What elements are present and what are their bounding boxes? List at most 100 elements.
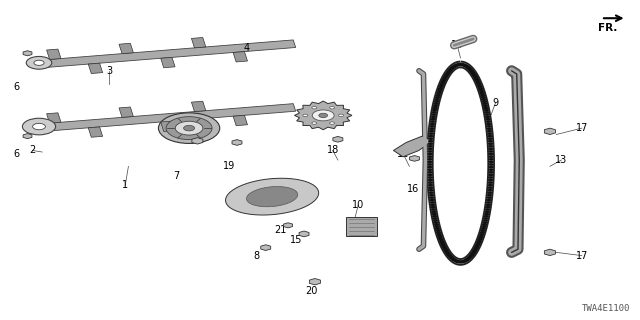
Circle shape bbox=[449, 257, 454, 259]
Circle shape bbox=[26, 56, 52, 69]
Circle shape bbox=[488, 161, 493, 163]
Circle shape bbox=[429, 130, 434, 132]
Circle shape bbox=[481, 228, 486, 230]
Circle shape bbox=[428, 174, 433, 176]
Circle shape bbox=[431, 213, 436, 215]
Circle shape bbox=[428, 145, 433, 148]
Circle shape bbox=[486, 204, 491, 206]
Circle shape bbox=[486, 123, 491, 125]
Circle shape bbox=[437, 235, 442, 237]
Circle shape bbox=[428, 176, 433, 179]
Circle shape bbox=[473, 249, 478, 251]
Circle shape bbox=[482, 100, 487, 103]
Text: 12: 12 bbox=[397, 148, 409, 159]
Circle shape bbox=[433, 221, 438, 224]
Circle shape bbox=[452, 259, 458, 261]
Circle shape bbox=[474, 246, 479, 248]
Circle shape bbox=[453, 64, 458, 67]
Circle shape bbox=[474, 76, 479, 79]
Circle shape bbox=[436, 94, 441, 97]
Polygon shape bbox=[246, 187, 298, 207]
Circle shape bbox=[472, 250, 477, 252]
Circle shape bbox=[439, 240, 444, 243]
Circle shape bbox=[438, 238, 444, 241]
Polygon shape bbox=[47, 49, 61, 60]
Circle shape bbox=[442, 247, 447, 250]
Circle shape bbox=[429, 132, 434, 135]
Circle shape bbox=[439, 84, 444, 86]
Text: 21: 21 bbox=[274, 225, 287, 235]
Circle shape bbox=[441, 244, 446, 247]
Circle shape bbox=[428, 179, 433, 181]
Circle shape bbox=[476, 81, 481, 84]
Circle shape bbox=[479, 89, 484, 92]
Circle shape bbox=[428, 148, 433, 150]
Circle shape bbox=[486, 120, 491, 123]
Text: 5: 5 bbox=[317, 114, 323, 124]
Circle shape bbox=[474, 247, 479, 250]
Text: 4: 4 bbox=[243, 44, 250, 53]
Circle shape bbox=[444, 249, 448, 251]
Circle shape bbox=[456, 260, 461, 263]
Circle shape bbox=[431, 118, 436, 120]
Circle shape bbox=[433, 107, 438, 109]
Text: 17: 17 bbox=[575, 251, 588, 260]
Circle shape bbox=[483, 217, 488, 220]
Circle shape bbox=[434, 223, 439, 226]
Circle shape bbox=[456, 260, 461, 263]
Circle shape bbox=[303, 114, 308, 116]
Polygon shape bbox=[233, 52, 248, 62]
Circle shape bbox=[477, 240, 482, 243]
Circle shape bbox=[488, 156, 493, 158]
Circle shape bbox=[319, 113, 328, 117]
Circle shape bbox=[476, 243, 481, 245]
Circle shape bbox=[461, 260, 467, 263]
Circle shape bbox=[312, 122, 317, 124]
Circle shape bbox=[488, 189, 493, 191]
Circle shape bbox=[451, 66, 456, 68]
Circle shape bbox=[458, 63, 463, 66]
Circle shape bbox=[447, 70, 452, 72]
Circle shape bbox=[442, 78, 447, 81]
Polygon shape bbox=[161, 121, 175, 132]
Circle shape bbox=[488, 171, 493, 173]
Text: TWA4E1100: TWA4E1100 bbox=[581, 304, 630, 313]
Circle shape bbox=[428, 150, 433, 153]
Circle shape bbox=[488, 181, 493, 184]
Polygon shape bbox=[294, 101, 352, 130]
Text: 2: 2 bbox=[29, 146, 36, 156]
Circle shape bbox=[479, 233, 484, 236]
Circle shape bbox=[478, 87, 483, 90]
Text: 19: 19 bbox=[223, 161, 236, 172]
Circle shape bbox=[481, 226, 486, 228]
Circle shape bbox=[166, 117, 212, 140]
Circle shape bbox=[484, 213, 490, 215]
Text: 14: 14 bbox=[451, 40, 463, 50]
Circle shape bbox=[488, 140, 493, 142]
Polygon shape bbox=[88, 63, 102, 74]
Circle shape bbox=[487, 194, 492, 196]
Circle shape bbox=[454, 64, 459, 67]
Circle shape bbox=[476, 82, 481, 85]
Circle shape bbox=[434, 100, 439, 103]
Circle shape bbox=[488, 142, 493, 145]
Circle shape bbox=[456, 63, 461, 66]
Circle shape bbox=[436, 92, 441, 95]
Circle shape bbox=[449, 67, 454, 70]
Polygon shape bbox=[333, 136, 343, 142]
Circle shape bbox=[465, 258, 470, 260]
Circle shape bbox=[481, 98, 486, 101]
Circle shape bbox=[484, 211, 490, 213]
Polygon shape bbox=[23, 133, 32, 139]
Circle shape bbox=[442, 246, 447, 248]
Circle shape bbox=[22, 118, 56, 135]
Circle shape bbox=[465, 66, 470, 68]
Circle shape bbox=[428, 158, 433, 161]
Polygon shape bbox=[47, 113, 61, 123]
Polygon shape bbox=[410, 156, 419, 161]
Polygon shape bbox=[35, 40, 296, 68]
Text: 18: 18 bbox=[326, 146, 339, 156]
Circle shape bbox=[456, 63, 461, 66]
Circle shape bbox=[485, 118, 490, 120]
Circle shape bbox=[454, 260, 459, 262]
